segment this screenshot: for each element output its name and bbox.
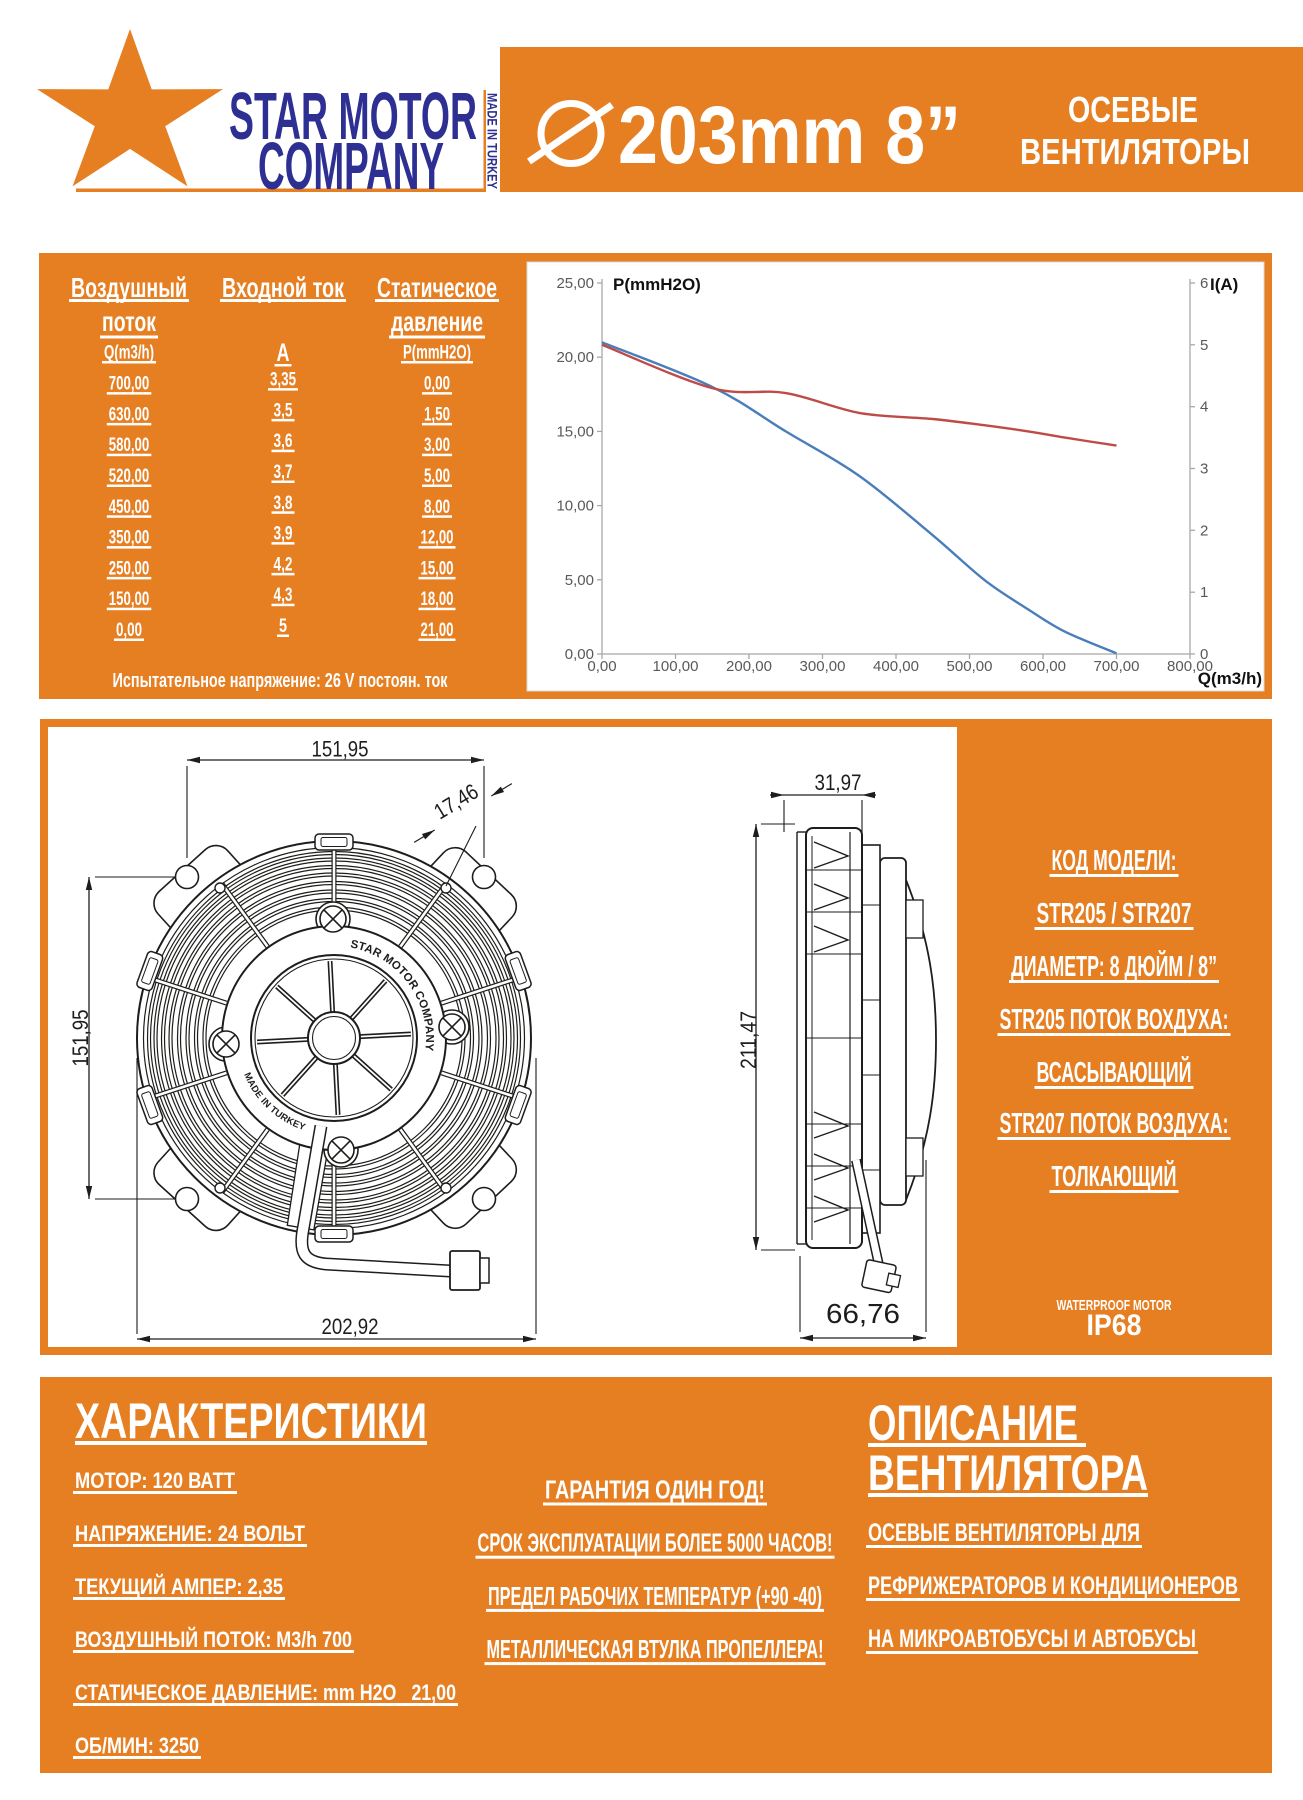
svg-text:0,00: 0,00 xyxy=(587,658,616,675)
svg-text:COMPANY: COMPANY xyxy=(258,129,444,204)
svg-text:Воздушный: Воздушный xyxy=(71,272,187,303)
svg-text:1: 1 xyxy=(1200,584,1208,601)
svg-text:STAR MOTOR: STAR MOTOR xyxy=(229,79,477,154)
svg-text:350,00: 350,00 xyxy=(109,527,150,549)
svg-text:ТОЛКАЮЩИЙ: ТОЛКАЮЩИЙ xyxy=(1052,1159,1177,1193)
svg-text:200,00: 200,00 xyxy=(726,658,772,675)
svg-text:A: A xyxy=(277,339,290,367)
svg-text:P(mmH2O): P(mmH2O) xyxy=(403,342,471,364)
svg-text:6: 6 xyxy=(1200,275,1208,292)
svg-text:3: 3 xyxy=(1200,461,1208,478)
svg-text:3,7: 3,7 xyxy=(274,461,293,483)
svg-text:630,00: 630,00 xyxy=(109,403,150,425)
svg-text:ДИАМЕТР: 8 ДЮЙМ / 8”: ДИАМЕТР: 8 ДЮЙМ / 8” xyxy=(1011,949,1217,983)
svg-text:ОПИСАНИЕ: ОПИСАНИЕ xyxy=(868,1395,1078,1451)
svg-text:WATERPROOF MOTOR: WATERPROOF MOTOR xyxy=(1057,1297,1172,1314)
svg-text:400,00: 400,00 xyxy=(873,658,919,675)
svg-text:31,97: 31,97 xyxy=(815,770,862,795)
svg-text:ХАРАКТЕРИСТИКИ: ХАРАКТЕРИСТИКИ xyxy=(75,1393,427,1449)
svg-text:0,00: 0,00 xyxy=(116,619,142,641)
svg-text:300,00: 300,00 xyxy=(800,658,846,675)
svg-text:Q(m3/h): Q(m3/h) xyxy=(104,342,154,364)
svg-text:STR205 / STR207: STR205 / STR207 xyxy=(1037,898,1192,930)
svg-text:211,47: 211,47 xyxy=(736,1011,761,1069)
svg-text:500,00: 500,00 xyxy=(947,658,993,675)
svg-text:800,00: 800,00 xyxy=(1167,658,1213,675)
svg-text:25,00: 25,00 xyxy=(556,275,594,292)
svg-text:Испытательное напряжение: 26 V: Испытательное напряжение: 26 V постоян. … xyxy=(113,669,449,692)
svg-text:МЕТАЛЛИЧЕСКАЯ ВТУЛКА ПРОПЕЛЛЕР: МЕТАЛЛИЧЕСКАЯ ВТУЛКА ПРОПЕЛЛЕРА! xyxy=(487,1634,824,1664)
svg-text:Статическое: Статическое xyxy=(377,272,497,303)
svg-text:15,00: 15,00 xyxy=(421,557,454,579)
svg-text:4,2: 4,2 xyxy=(274,553,293,575)
svg-text:250,00: 250,00 xyxy=(109,557,150,579)
svg-text:8,00: 8,00 xyxy=(424,496,450,518)
svg-text:0,00: 0,00 xyxy=(565,646,594,663)
svg-text:ОБ/МИН: 3250: ОБ/МИН: 3250 xyxy=(75,1733,199,1758)
svg-text:5,00: 5,00 xyxy=(565,572,594,589)
svg-text:ОСЕВЫЕ: ОСЕВЫЕ xyxy=(1068,89,1198,130)
svg-text:ВСАСЫВАЮЩИЙ: ВСАСЫВАЮЩИЙ xyxy=(1037,1055,1192,1089)
svg-text:4: 4 xyxy=(1200,399,1208,416)
svg-text:18,00: 18,00 xyxy=(421,588,454,610)
svg-text:MADE IN TURKEY: MADE IN TURKEY xyxy=(485,93,500,189)
svg-text:ВОЗДУШНЫЙ ПОТОК: M3/h 700: ВОЗДУШНЫЙ ПОТОК: M3/h 700 xyxy=(75,1627,352,1652)
svg-text:P(mmH2O): P(mmH2O) xyxy=(613,275,701,294)
svg-text:202,92: 202,92 xyxy=(322,1314,379,1339)
svg-text:520,00: 520,00 xyxy=(109,465,150,487)
svg-text:600,00: 600,00 xyxy=(1020,658,1066,675)
svg-text:STR207 ПОТОК ВОЗДУХА:: STR207 ПОТОК ВОЗДУХА: xyxy=(1000,1108,1229,1140)
svg-text:3,9: 3,9 xyxy=(274,523,293,545)
svg-text:СТАТИЧЕСКОЕ ДАВЛЕНИЕ: mm H2O: СТАТИЧЕСКОЕ ДАВЛЕНИЕ: mm H2O 21,00 xyxy=(75,1680,456,1705)
svg-text:10,00: 10,00 xyxy=(556,498,594,515)
svg-text:151,95: 151,95 xyxy=(68,1010,93,1067)
svg-text:Q(m3/h): Q(m3/h) xyxy=(1198,669,1262,688)
svg-text:3,8: 3,8 xyxy=(274,492,293,514)
svg-text:МОТОР: 120 ВАТТ: МОТОР: 120 ВАТТ xyxy=(75,1468,235,1493)
svg-text:ТЕКУЩИЙ АМПЕР: 2,35: ТЕКУЩИЙ АМПЕР: 2,35 xyxy=(75,1574,283,1599)
svg-text:4,3: 4,3 xyxy=(274,584,293,606)
svg-text:5: 5 xyxy=(1200,337,1208,354)
svg-text:0: 0 xyxy=(1200,646,1208,663)
svg-text:700,00: 700,00 xyxy=(1094,658,1140,675)
svg-text:3,5: 3,5 xyxy=(274,399,293,421)
svg-text:151,95: 151,95 xyxy=(312,737,369,762)
svg-text:IP68: IP68 xyxy=(1087,1309,1142,1342)
svg-text:580,00: 580,00 xyxy=(109,434,150,456)
svg-text:1,50: 1,50 xyxy=(424,403,450,425)
svg-text:ОСЕВЫЕ ВЕНТИЛЯТОРЫ ДЛЯ: ОСЕВЫЕ ВЕНТИЛЯТОРЫ ДЛЯ xyxy=(868,1519,1140,1547)
svg-text:12,00: 12,00 xyxy=(421,527,454,549)
svg-text:3,00: 3,00 xyxy=(424,434,450,456)
svg-text:ГАРАНТИЯ ОДИН ГОД!: ГАРАНТИЯ ОДИН ГОД! xyxy=(545,1475,765,1505)
svg-text:СРОК ЭКСПЛУАТАЦИИ БОЛЕЕ 5000 Ч: СРОК ЭКСПЛУАТАЦИИ БОЛЕЕ 5000 ЧАСОВ! xyxy=(478,1528,833,1558)
svg-text:НА МИКРОАВТОБУСЫ И АВТОБУСЫ: НА МИКРОАВТОБУСЫ И АВТОБУСЫ xyxy=(868,1625,1196,1653)
svg-text:ПРЕДЕЛ РАБОЧИХ ТЕМПЕРАТУР (+90: ПРЕДЕЛ РАБОЧИХ ТЕМПЕРАТУР (+90 -40) xyxy=(488,1581,822,1611)
svg-text:Входной ток: Входной ток xyxy=(222,272,345,303)
svg-text:давление: давление xyxy=(391,306,483,337)
svg-text:поток: поток xyxy=(102,306,157,337)
svg-text:150,00: 150,00 xyxy=(109,588,150,610)
svg-text:КОД МОДЕЛИ:: КОД МОДЕЛИ: xyxy=(1052,845,1177,877)
svg-text:5,00: 5,00 xyxy=(424,465,450,487)
svg-text:66,76: 66,76 xyxy=(826,1298,900,1329)
svg-text:I(A): I(A) xyxy=(1210,275,1238,294)
svg-text:15,00: 15,00 xyxy=(556,423,594,440)
svg-text:450,00: 450,00 xyxy=(109,496,150,518)
svg-text:ВЕНТИЛЯТОРЫ: ВЕНТИЛЯТОРЫ xyxy=(1020,131,1250,172)
svg-text:3,35: 3,35 xyxy=(270,369,296,391)
svg-text:НАПРЯЖЕНИЕ: 24 ВОЛЬТ: НАПРЯЖЕНИЕ: 24 ВОЛЬТ xyxy=(75,1521,305,1546)
svg-text:STR205 ПОТОК ВОХДУХА:: STR205 ПОТОК ВОХДУХА: xyxy=(1000,1004,1229,1036)
svg-text:700,00: 700,00 xyxy=(109,373,150,395)
svg-text:21,00: 21,00 xyxy=(421,619,454,641)
svg-text:3,6: 3,6 xyxy=(274,430,293,452)
svg-text:РЕФРИЖЕРАТОРОВ И КОНДИЦИОНЕРОВ: РЕФРИЖЕРАТОРОВ И КОНДИЦИОНЕРОВ xyxy=(868,1572,1238,1600)
svg-text:203mm 8”: 203mm 8” xyxy=(618,90,961,181)
svg-text:100,00: 100,00 xyxy=(653,658,699,675)
svg-text:5: 5 xyxy=(279,615,287,637)
svg-text:ВЕНТИЛЯТОРА: ВЕНТИЛЯТОРА xyxy=(868,1445,1148,1501)
svg-text:20,00: 20,00 xyxy=(556,349,594,366)
svg-text:2: 2 xyxy=(1200,522,1208,539)
svg-text:0,00: 0,00 xyxy=(424,373,450,395)
